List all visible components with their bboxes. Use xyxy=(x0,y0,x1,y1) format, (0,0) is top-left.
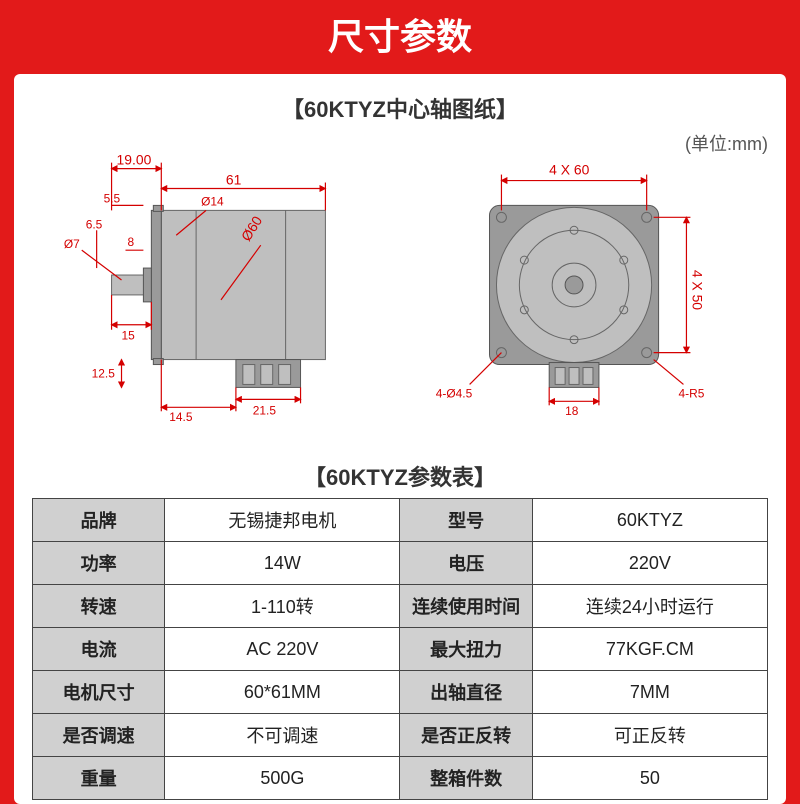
spec-header: 重量 xyxy=(33,757,165,800)
table-row: 功率14W电压220V xyxy=(33,542,768,585)
dim-o7: Ø7 xyxy=(64,237,80,251)
spec-header: 转速 xyxy=(33,585,165,628)
spec-header: 连续使用时间 xyxy=(400,585,532,628)
table-row: 品牌无锡捷邦电机型号60KTYZ xyxy=(33,499,768,542)
technical-drawing: 19.00 61 5.5 6.5 Ø7 8 Ø14 Ø60 15 12.5 14… xyxy=(32,130,768,430)
front-view: 4 X 60 4 X 50 4-Ø4.5 4-R5 18 xyxy=(436,162,706,419)
dim-conn-w: 18 xyxy=(565,404,579,418)
spec-title: 【60KTYZ参数表】 xyxy=(32,460,768,492)
table-row: 转速1-110转连续使用时间连续24小时运行 xyxy=(33,585,768,628)
dim-o14: Ø14 xyxy=(201,194,224,208)
dim-corner-r: 4-R5 xyxy=(678,386,704,400)
spec-value: 7MM xyxy=(532,671,767,714)
dim-4x50: 4 X 50 xyxy=(689,270,705,310)
spec-title-text: 60KTYZ参数表 xyxy=(326,465,474,490)
bracket-right: 】 xyxy=(496,97,518,122)
spec-value: 无锡捷邦电机 xyxy=(165,499,400,542)
dim-top-offset: 19.00 xyxy=(117,152,152,168)
spec-header: 功率 xyxy=(33,542,165,585)
spec-value: 可正反转 xyxy=(532,714,767,757)
bracket-left: 【 xyxy=(304,465,326,490)
spec-value: 220V xyxy=(532,542,767,585)
unit-note: (单位:mm) xyxy=(685,130,768,156)
spec-header: 电压 xyxy=(400,542,532,585)
spec-header: 电流 xyxy=(33,628,165,671)
spec-header: 是否正反转 xyxy=(400,714,532,757)
diagram-title: 【60KTYZ中心轴图纸】 xyxy=(32,92,768,124)
spec-value: 连续24小时运行 xyxy=(532,585,767,628)
spec-value: 77KGF.CM xyxy=(532,628,767,671)
bracket-right: 】 xyxy=(474,465,496,490)
table-row: 重量500G整箱件数50 xyxy=(33,757,768,800)
dim-125: 12.5 xyxy=(92,366,116,380)
table-row: 电机尺寸60*61MM出轴直径7MM xyxy=(33,671,768,714)
spec-value: 不可调速 xyxy=(165,714,400,757)
bracket-left: 【 xyxy=(282,97,304,122)
dim-55: 5.5 xyxy=(104,191,121,205)
dim-215: 21.5 xyxy=(253,403,277,417)
content-card: 【60KTYZ中心轴图纸】 (单位:mm) xyxy=(14,74,786,804)
table-row: 电流AC 220V最大扭力77KGF.CM xyxy=(33,628,768,671)
side-view: 19.00 61 5.5 6.5 Ø7 8 Ø14 Ø60 15 12.5 14… xyxy=(64,152,326,425)
page-title: 尺寸参数 xyxy=(0,0,800,74)
diagram-area: (单位:mm) xyxy=(32,130,768,450)
spec-header: 是否调速 xyxy=(33,714,165,757)
spec-value: 500G xyxy=(165,757,400,800)
spec-header: 电机尺寸 xyxy=(33,671,165,714)
spec-header: 品牌 xyxy=(33,499,165,542)
diagram-title-text: 60KTYZ中心轴图纸 xyxy=(304,97,496,122)
spec-header: 型号 xyxy=(400,499,532,542)
dim-65: 6.5 xyxy=(86,217,103,231)
spec-value: 50 xyxy=(532,757,767,800)
dim-hole-dia: 4-Ø4.5 xyxy=(436,386,473,400)
spec-value: 14W xyxy=(165,542,400,585)
dim-4x60: 4 X 60 xyxy=(549,162,589,178)
spec-value: 1-110转 xyxy=(165,585,400,628)
table-row: 是否调速不可调速是否正反转可正反转 xyxy=(33,714,768,757)
dim-145: 14.5 xyxy=(169,410,193,424)
spec-header: 出轴直径 xyxy=(400,671,532,714)
spec-header: 最大扭力 xyxy=(400,628,532,671)
spec-value: 60*61MM xyxy=(165,671,400,714)
spec-table: 品牌无锡捷邦电机型号60KTYZ功率14W电压220V转速1-110转连续使用时… xyxy=(32,498,768,800)
dim-15: 15 xyxy=(122,329,136,343)
spec-header: 整箱件数 xyxy=(400,757,532,800)
dim-body-len: 61 xyxy=(226,172,242,188)
dim-8: 8 xyxy=(127,235,134,249)
spec-value: AC 220V xyxy=(165,628,400,671)
spec-value: 60KTYZ xyxy=(532,499,767,542)
